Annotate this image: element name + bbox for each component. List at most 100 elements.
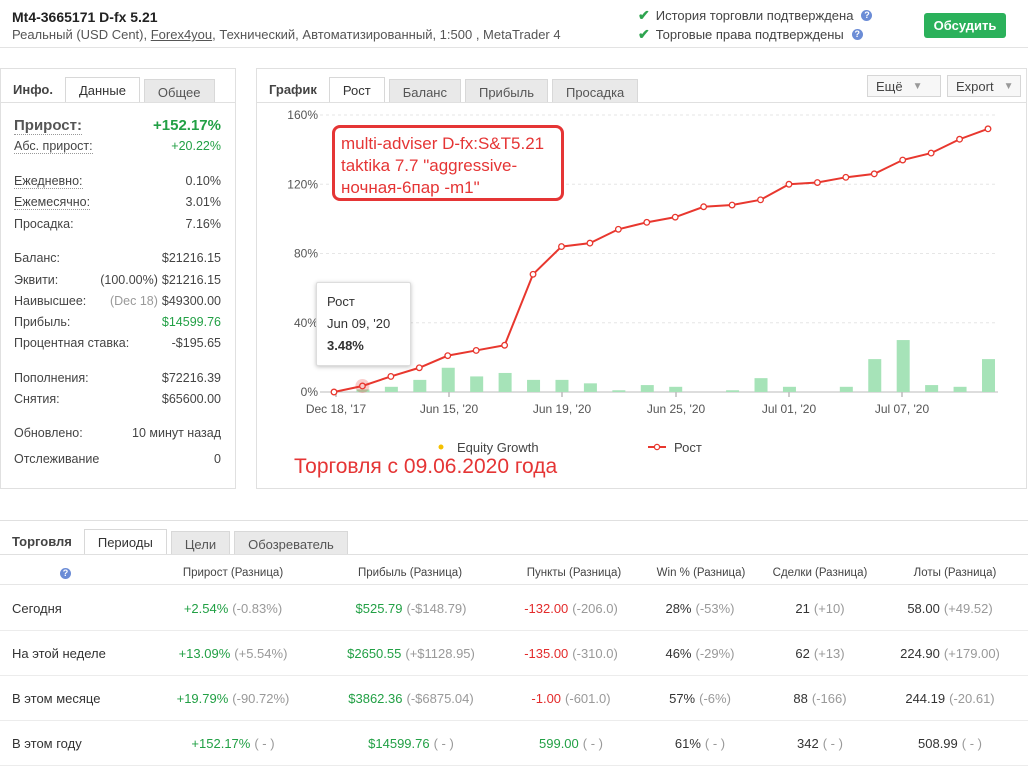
pips-value: 599.00 (539, 736, 579, 751)
profit-value: $14599.76 (368, 736, 430, 751)
bar (583, 383, 597, 392)
help-icon[interactable]: ? (60, 568, 71, 579)
export-label: Export (956, 78, 994, 94)
cell-growth: +19.79% (-90.72%) (153, 691, 313, 706)
withdrawals-value: $65600.00 (161, 392, 221, 406)
cell-profit: $2650.55 (+$1128.95) (331, 646, 491, 661)
win-value: 46% (665, 646, 692, 661)
cell-profit: $525.79 (-$148.79) (331, 601, 491, 616)
period-label: В этом месяце (12, 691, 101, 706)
pips-diff: (-206.0) (572, 601, 618, 616)
abs-growth-label: Абс. прирост: (14, 139, 93, 154)
tab-periods[interactable]: Периоды (83, 529, 167, 555)
growth-chart: 0% 40% 80% 120% 160% Dec 18, '17 Jun 15, '20 Ju… (287, 108, 998, 455)
period-label: Сегодня (12, 601, 62, 616)
bar (441, 367, 455, 392)
col-trades: Сделки (Разница) (772, 567, 868, 579)
tab-profit[interactable]: Прибыль (464, 79, 548, 103)
tab-goals[interactable]: Цели (170, 531, 231, 555)
cell-trades: 88 (-166) (740, 691, 900, 706)
data-point (358, 382, 366, 390)
tab-growth[interactable]: Рост (328, 77, 385, 103)
broker-link[interactable]: Forex4you (150, 27, 213, 42)
rights-verified-label: Торговые права подтверждены (655, 27, 844, 42)
deposits-label: Пополнения: (14, 371, 89, 385)
help-icon[interactable]: ? (851, 29, 863, 40)
cell-pips: 599.00( - ) (491, 736, 651, 751)
periods-table-header: ? Прирост (Разница) Прибыль (Разница) Пу… (0, 557, 1028, 585)
lots-value: 58.00 (907, 601, 940, 616)
deposits-row: Пополнения: $72216.39 (14, 371, 221, 385)
info-title: Инфо. (13, 82, 53, 97)
tab-balance[interactable]: Баланс (388, 79, 461, 103)
tab-general[interactable]: Общее (143, 79, 215, 103)
trades-value: 62 (795, 646, 810, 661)
discuss-button[interactable]: Обсудить (924, 13, 1006, 38)
tab-data[interactable]: Данные (64, 77, 140, 103)
equity-row: Эквити: (100.00%) $21216.15 (14, 273, 221, 287)
trades-diff: (+13) (813, 646, 845, 661)
trading-note: Торговля с 09.06.2020 года (292, 455, 560, 479)
bar (669, 386, 683, 392)
chart-panel: График Рост Баланс Прибыль Просадка Ещё ▼… (256, 68, 1027, 489)
balance-value: $21216.15 (161, 251, 221, 265)
account-title: Mt4-3665171 D-fx 5.21 (12, 9, 158, 25)
profit-value: $2650.55 (347, 646, 402, 661)
bar (384, 386, 398, 392)
bar (782, 386, 796, 392)
bar (356, 389, 370, 392)
daily-label: Ежедневно: (14, 174, 83, 189)
data-point (757, 196, 764, 204)
help-icon[interactable]: ? (861, 10, 873, 21)
pips-diff: (-310.0) (572, 646, 618, 661)
trading-title: Торговля (12, 534, 72, 549)
data-point (387, 372, 395, 380)
highlight-point (355, 378, 370, 393)
profit-diff: (+$1128.95) (405, 646, 475, 661)
legend-marker (653, 443, 661, 451)
bar (726, 390, 740, 392)
lots-value: 224.90 (900, 646, 940, 661)
profit-row: Прибыль: $14599.76 (14, 315, 221, 329)
period-label: В этом году (12, 736, 82, 751)
pips-diff: ( - ) (582, 736, 603, 751)
col-pips: Пункты (Разница) (526, 567, 622, 579)
growth-line (333, 127, 989, 393)
tab-browser[interactable]: Обозреватель (234, 531, 348, 555)
interest-row: Процентная ставка: -$195.65 (14, 336, 221, 350)
bar (612, 390, 626, 392)
more-dropdown[interactable]: Ещё ▼ (867, 75, 941, 97)
bar (527, 379, 541, 392)
growth-diff: (-90.72%) (232, 691, 290, 706)
cell-profit: $3862.36 (-$6875.04) (331, 691, 491, 706)
trades-diff: (+10) (813, 601, 845, 616)
profit-value: $14599.76 (161, 315, 221, 329)
x-tick-label: Jul 07, '20 (875, 402, 930, 416)
highest-row: Наивысшее: (Dec 18) $49300.00 (14, 294, 221, 308)
col-win: Win % (Разница) (656, 567, 746, 579)
legend-marker (438, 444, 444, 450)
win-diff: (-53%) (695, 601, 735, 616)
equity-percent: (100.00%) (100, 273, 158, 287)
growth-value: +13.09% (178, 646, 231, 661)
export-dropdown[interactable]: Export ▼ (947, 75, 1021, 97)
data-point (870, 170, 878, 178)
history-verified-label: История торговли подтверждена (655, 8, 854, 23)
data-point (472, 347, 480, 354)
growth-value: +2.54% (183, 601, 229, 616)
abs-growth-row: Абс. прирост: +20.22% (14, 139, 221, 154)
interest-value: -$195.65 (171, 336, 221, 350)
win-value: 57% (669, 691, 696, 706)
pips-value: -135.00 (524, 646, 569, 661)
tab-drawdown[interactable]: Просадка (551, 79, 639, 103)
data-point (643, 218, 651, 226)
bar (555, 379, 569, 392)
period-label: На этой неделе (12, 646, 106, 661)
cell-lots: 224.90 (+179.00) (870, 646, 1028, 661)
cell-trades: 62 (+13) (740, 646, 900, 661)
x-tick-label: Jun 15, '20 (420, 402, 479, 416)
account-type: Реальный (USD Cent), (12, 27, 151, 42)
win-diff: (-29%) (695, 646, 735, 661)
monthly-value: 3.01% (185, 195, 221, 209)
data-point (728, 201, 736, 209)
